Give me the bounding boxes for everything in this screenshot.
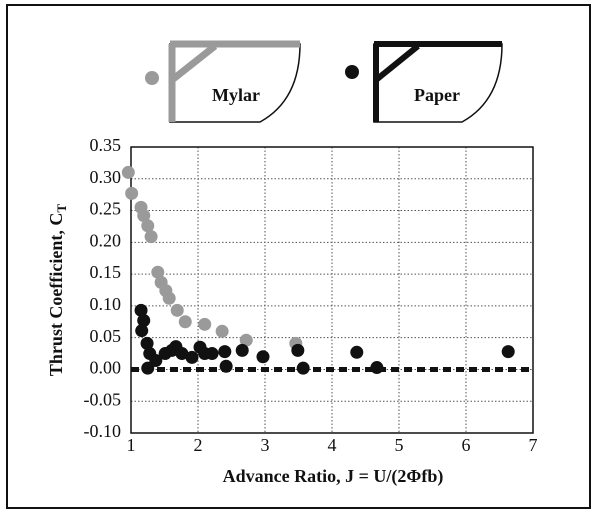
data-point: [256, 350, 270, 364]
data-point: [125, 186, 139, 200]
data-point: [219, 359, 233, 373]
data-point: [151, 265, 165, 279]
data-point: [239, 333, 253, 347]
y-tick-label: 0.30: [90, 167, 122, 187]
data-point: [137, 209, 151, 223]
frame: [6, 4, 591, 509]
data-point: [135, 324, 149, 338]
y-axis-title: Thrust Coefficient, CT: [46, 204, 69, 376]
data-point: [198, 317, 212, 331]
x-tick-label: 7: [529, 435, 538, 455]
data-point: [149, 354, 163, 368]
data-point: [350, 345, 364, 359]
x-tick-label: 5: [395, 435, 404, 455]
y-title-subscript: T: [54, 204, 69, 213]
y-tick-label: -0.10: [84, 421, 122, 441]
legend-label: Paper: [414, 85, 460, 105]
data-point: [296, 361, 310, 375]
data-point: [370, 361, 384, 375]
data-point: [134, 303, 148, 317]
mylar-icon: [168, 40, 301, 123]
data-point: [137, 314, 151, 328]
data-point: [178, 315, 192, 329]
paper-icon: [373, 41, 503, 123]
data-point: [121, 165, 135, 179]
data-point: [185, 350, 199, 364]
data-point: [501, 345, 515, 359]
y-tick-label: 0.25: [90, 199, 122, 219]
legend-marker: [145, 71, 159, 85]
y-tick-label: 0.05: [90, 326, 122, 346]
data-point: [162, 291, 176, 305]
data-point: [205, 347, 219, 361]
data-point: [144, 230, 158, 244]
data-point: [170, 303, 184, 317]
data-point: [218, 345, 232, 359]
y-title-main: Thrust Coefficient, C: [46, 213, 66, 376]
x-tick-label: 4: [328, 435, 337, 455]
y-tick-label: 0.20: [90, 230, 122, 250]
data-point: [141, 219, 155, 233]
plot-border: [130, 146, 534, 434]
data-point: [215, 324, 229, 338]
data-point: [235, 343, 249, 357]
x-tick-label: 1: [127, 435, 136, 455]
y-tick-label: 0.00: [90, 358, 122, 378]
data-point: [140, 336, 154, 350]
y-tick-label: -0.05: [84, 389, 122, 409]
x-tick-label: 6: [462, 435, 471, 455]
y-tick-label: 0.15: [90, 262, 122, 282]
y-tick-label: 0.10: [90, 294, 122, 314]
x-tick-label: 3: [261, 435, 270, 455]
x-tick-label: 2: [194, 435, 203, 455]
data-point: [175, 347, 189, 361]
data-point: [291, 343, 305, 357]
x-axis-title: Advance Ratio, J = U/(2Φfb): [223, 466, 444, 487]
legend-label: Mylar: [212, 85, 260, 105]
y-tick-label: 0.35: [90, 135, 122, 155]
legend-marker: [345, 65, 359, 79]
